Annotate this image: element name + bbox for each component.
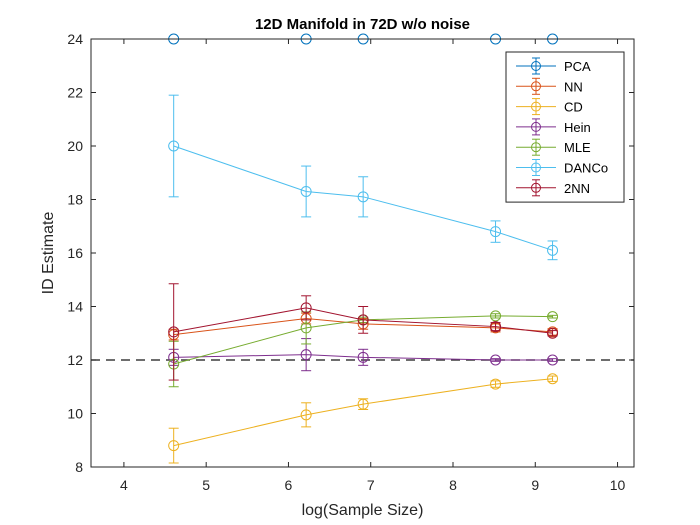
legend-item-hein: Hein [516,118,591,136]
legend-item-mle: MLE [516,138,591,156]
data-point [357,314,369,326]
data-point [547,244,559,256]
x-tick-label: 7 [367,477,375,493]
data-point [490,354,502,366]
data-point [300,322,312,334]
tick-layer: 4 5 6 7 8 9 10 8 10 12 14 16 18 20 22 24 [67,31,634,493]
y-tick-label: 14 [67,299,83,315]
legend-marker [531,142,541,153]
legend-item-2nn: 2NN [516,179,590,197]
data-point [300,185,312,197]
data-point [357,351,369,363]
legend-marker [531,162,541,173]
y-tick-label: 22 [67,85,83,101]
legend-marker [531,101,541,112]
data-point [357,398,369,410]
y-tick-label: 18 [67,192,83,208]
x-tick-label: 4 [120,477,128,493]
data-point [547,311,559,323]
data-point [168,326,180,338]
data-point [168,440,180,452]
legend: PCA NN CD Hein MLE DANCo 2NN [505,51,625,203]
legend-label: DANCo [564,161,608,176]
legend-marker [531,182,541,193]
data-point [300,302,312,314]
legend-label: PCA [564,59,591,74]
data-point [168,140,180,152]
chart-title: 12D Manifold in 72D w/o noise [255,16,470,33]
legend-label: MLE [564,140,591,155]
legend-marker [531,121,541,132]
legend-item-danco: DANCo [516,159,608,176]
x-tick-label: 5 [202,477,210,493]
plot-layer [91,33,634,464]
x-axis-label: log(Sample Size) [302,502,424,519]
legend-marker [531,81,541,92]
y-tick-label: 10 [67,406,83,422]
data-point [547,327,559,339]
series-2nn [168,283,559,381]
legend-marker [531,61,541,71]
legend-label: NN [564,79,583,94]
data-point [490,226,502,238]
series-danco [168,94,559,261]
data-point [547,354,559,366]
x-tick-label: 10 [610,477,626,493]
x-tick-label: 9 [531,477,539,493]
series-cd [168,373,559,464]
y-tick-label: 16 [67,245,83,261]
data-point [490,310,502,322]
legend-label: CD [564,100,583,115]
data-point [300,349,312,361]
data-point [547,373,559,385]
data-point [490,321,502,333]
legend-label: Hein [564,120,591,135]
y-axis-label: ID Estimate [40,212,57,295]
x-tick-label: 8 [449,477,457,493]
data-point [300,409,312,421]
y-tick-label: 12 [67,352,83,368]
legend-label: 2NN [564,181,590,196]
legend-item-cd: CD [516,98,583,116]
y-tick-label: 8 [75,459,83,475]
data-point [357,191,369,203]
data-point [490,378,502,390]
y-tick-label: 24 [67,31,83,47]
y-tick-label: 20 [67,138,83,154]
legend-item-pca: PCA [516,57,591,75]
x-tick-label: 6 [285,477,293,493]
legend-item-nn: NN [516,77,583,95]
